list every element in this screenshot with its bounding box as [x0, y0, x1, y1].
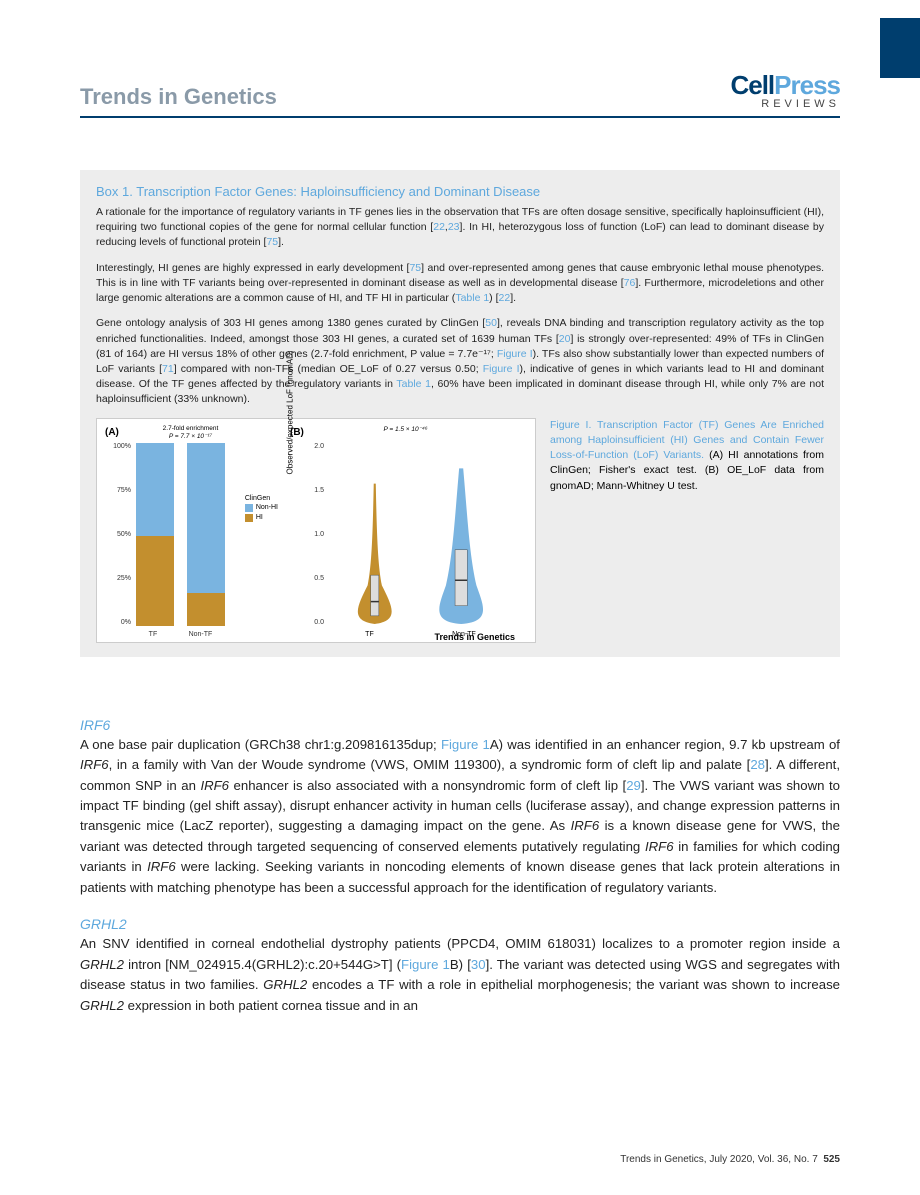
chart-a-subtitle: 2.7-fold enrichment P = 7.7 × 10⁻¹⁷: [163, 425, 219, 440]
ref-link[interactable]: 22: [499, 292, 511, 304]
panel-a-label: (A): [105, 427, 119, 438]
ref-link[interactable]: 20: [559, 333, 571, 345]
violin-svg: [326, 443, 515, 626]
figure-i-row: (A) 2.7-fold enrichment P = 7.7 × 10⁻¹⁷ …: [96, 418, 824, 643]
ref-link[interactable]: 75: [409, 262, 421, 274]
grhl2-paragraph: An SNV identified in corneal endothelial…: [80, 934, 840, 1016]
box-para-2: Interestingly, HI genes are highly expre…: [96, 261, 824, 307]
chart-b: (B) P = 1.5 × 10⁻⁴⁶ Observed/expected Lo…: [288, 425, 523, 640]
chart-a-yaxis: 100% 75% 50% 25% 0%: [107, 443, 131, 626]
cellpress-logo: CellPress REVIEWS: [730, 72, 840, 110]
box-tf: [371, 575, 379, 616]
figure-i-panel: (A) 2.7-fold enrichment P = 7.7 × 10⁻¹⁷ …: [96, 418, 536, 643]
ref-link[interactable]: 22: [433, 221, 445, 233]
box-para-1: A rationale for the importance of regula…: [96, 205, 824, 251]
page-header: Trends in Genetics CellPress REVIEWS: [80, 72, 840, 118]
section-title-irf6: IRF6: [80, 717, 840, 733]
box-nontf: [455, 549, 467, 605]
figure-brand: Trends in Genetics: [434, 632, 515, 642]
table-link[interactable]: Table 1: [396, 378, 431, 390]
chart-a-legend: ClinGen Non-HI HI: [245, 495, 278, 522]
figure-link[interactable]: Figure I: [497, 348, 533, 360]
figure-link[interactable]: Figure 1: [441, 737, 490, 752]
table-link[interactable]: Table 1: [455, 292, 489, 304]
logo-press: Press: [774, 70, 840, 100]
ref-link[interactable]: 71: [162, 363, 174, 375]
figure-i-caption: Figure I. Transcription Factor (TF) Gene…: [550, 418, 824, 494]
logo-cell: Cell: [730, 70, 774, 100]
ref-link[interactable]: 29: [626, 778, 641, 793]
irf6-paragraph: A one base pair duplication (GRCh38 chr1…: [80, 735, 840, 899]
chart-b-ylabel: Observed/expected LoF (gnomAD): [286, 351, 295, 475]
page-number: 525: [823, 1154, 840, 1165]
ref-link[interactable]: 28: [750, 757, 765, 772]
chart-a-bars: [133, 443, 228, 626]
footer-citation: Trends in Genetics, July 2020, Vol. 36, …: [620, 1154, 818, 1165]
page-tab-mark: [880, 18, 920, 78]
chart-a-xaxis: TF Non-TF: [133, 631, 228, 638]
chart-b-plot: [326, 443, 515, 626]
page-footer: Trends in Genetics, July 2020, Vol. 36, …: [620, 1154, 840, 1165]
ref-link[interactable]: 23: [448, 221, 460, 233]
figure-link[interactable]: Figure I: [483, 363, 520, 375]
legend-swatch-nonhi: [245, 504, 253, 512]
chart-a: (A) 2.7-fold enrichment P = 7.7 × 10⁻¹⁷ …: [103, 425, 278, 640]
ref-link[interactable]: 75: [266, 236, 278, 248]
section-irf6: IRF6 A one base pair duplication (GRCh38…: [80, 717, 840, 899]
journal-title: Trends in Genetics: [80, 84, 277, 110]
section-grhl2: GRHL2 An SNV identified in corneal endot…: [80, 916, 840, 1016]
box-para-3: Gene ontology analysis of 303 HI genes a…: [96, 316, 824, 407]
legend-swatch-hi: [245, 514, 253, 522]
box-1: Box 1. Transcription Factor Genes: Haplo…: [80, 170, 840, 657]
ref-link[interactable]: 50: [485, 317, 497, 329]
figure-link[interactable]: Figure 1: [401, 957, 450, 972]
section-title-grhl2: GRHL2: [80, 916, 840, 932]
ref-link[interactable]: 30: [471, 957, 486, 972]
box-title: Box 1. Transcription Factor Genes: Haplo…: [96, 184, 824, 199]
chart-b-subtitle: P = 1.5 × 10⁻⁴⁶: [383, 425, 427, 433]
ref-link[interactable]: 76: [624, 277, 636, 289]
content-area: Box 1. Transcription Factor Genes: Haplo…: [80, 170, 840, 1034]
chart-b-yaxis: 2.0 1.5 1.0 0.5 0.0: [306, 443, 324, 626]
